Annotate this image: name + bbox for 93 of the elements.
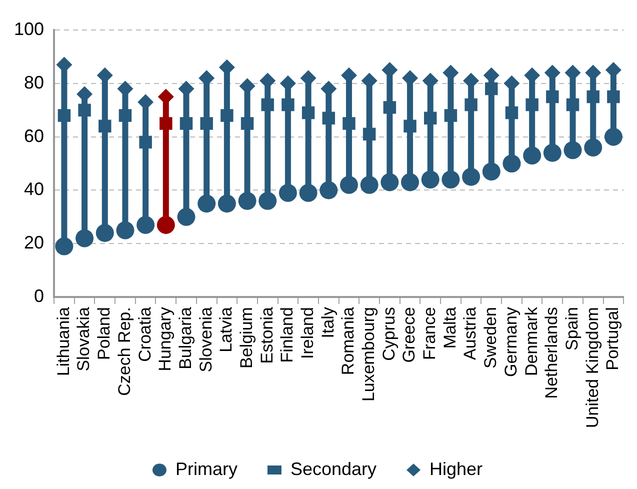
point: [404, 120, 416, 132]
x-tick-label: France: [420, 307, 440, 360]
point: [342, 117, 356, 130]
point: [76, 229, 94, 248]
point: [96, 224, 114, 242]
point: [566, 98, 580, 112]
point: [139, 136, 152, 149]
point: [482, 162, 500, 181]
point: [444, 109, 458, 122]
point: [421, 170, 440, 189]
point: [502, 154, 521, 173]
point: [180, 117, 193, 130]
point: [340, 176, 358, 194]
point: [586, 90, 600, 104]
point: [299, 184, 318, 202]
point: [240, 117, 254, 130]
y-tick-label: 40: [24, 179, 44, 200]
x-tick-label: United Kingdom: [582, 307, 602, 428]
point: [604, 128, 622, 146]
point: [55, 237, 74, 256]
x-tick-label: Romania: [338, 306, 358, 376]
x-tick-label: Cyprus: [379, 307, 398, 361]
point: [118, 109, 132, 122]
x-tick-label: Bulgaria: [176, 306, 195, 370]
x-tick-label: Estonia: [257, 306, 276, 364]
x-tick-label: Poland: [94, 307, 114, 360]
y-tick-label: 100: [14, 18, 44, 39]
x-tick-label: Malta: [440, 306, 460, 349]
point: [218, 194, 236, 213]
x-tick-label: Ireland: [298, 307, 317, 360]
point: [523, 146, 542, 165]
point: [322, 112, 336, 124]
x-tick-label: Croatia: [135, 306, 154, 362]
legend-label: Secondary: [290, 458, 377, 479]
point: [383, 101, 396, 114]
point: [116, 221, 134, 240]
y-tick-label: 80: [24, 72, 44, 92]
point: [424, 112, 437, 124]
point: [360, 176, 378, 194]
point: [198, 194, 216, 213]
point: [546, 90, 559, 104]
point: [380, 173, 399, 192]
y-tick-label: 0: [34, 286, 44, 306]
point: [464, 98, 478, 112]
point: [564, 141, 582, 160]
x-tick-label: Slovakia: [74, 306, 94, 372]
point: [238, 192, 256, 210]
point: [177, 208, 196, 226]
x-tick-label: Belgium: [236, 307, 256, 368]
x-tick-label: Finland: [278, 307, 297, 363]
point: [78, 104, 91, 116]
x-tick-label: Spain: [562, 307, 582, 351]
point: [302, 106, 315, 120]
x-tick-label: Denmark: [522, 306, 541, 376]
point: [58, 109, 71, 122]
x-tick-label: Luxembourg: [359, 307, 378, 402]
point: [543, 144, 562, 162]
legend-label: Higher: [430, 458, 483, 479]
x-tick-label: Austria: [460, 306, 480, 360]
point: [485, 82, 498, 96]
point: [136, 216, 155, 234]
point: [220, 109, 234, 122]
x-tick-label: Slovenia: [196, 306, 216, 372]
point: [200, 117, 213, 130]
point: [261, 98, 274, 112]
x-tick-label: Germany: [501, 306, 520, 377]
point: [320, 181, 338, 200]
x-tick-label: Greece: [400, 307, 419, 363]
point: [607, 90, 620, 104]
x-tick-label: Sweden: [481, 307, 500, 368]
point: [160, 117, 172, 130]
x-tick-label: Italy: [318, 306, 338, 338]
point: [362, 128, 376, 141]
x-tick-label: Czech Rep.: [114, 307, 134, 396]
point: [442, 170, 460, 189]
y-tick-label: 60: [24, 126, 44, 146]
point: [98, 120, 112, 132]
point: [156, 216, 175, 234]
x-tick-label: Hungary: [156, 306, 175, 372]
y-tick-label: 20: [24, 232, 44, 253]
legend-label: Primary: [175, 458, 238, 479]
point: [282, 98, 294, 112]
point: [278, 184, 297, 202]
point: [584, 138, 602, 156]
x-tick-label: Netherlands: [542, 307, 562, 399]
point: [462, 168, 480, 186]
point: [526, 98, 538, 112]
x-tick-label: Latvia: [216, 306, 236, 352]
point: [401, 173, 420, 192]
point: [505, 106, 518, 120]
point: [258, 192, 277, 210]
x-tick-label: Lithuania: [54, 306, 73, 376]
x-tick-label: Portugal: [603, 307, 622, 370]
